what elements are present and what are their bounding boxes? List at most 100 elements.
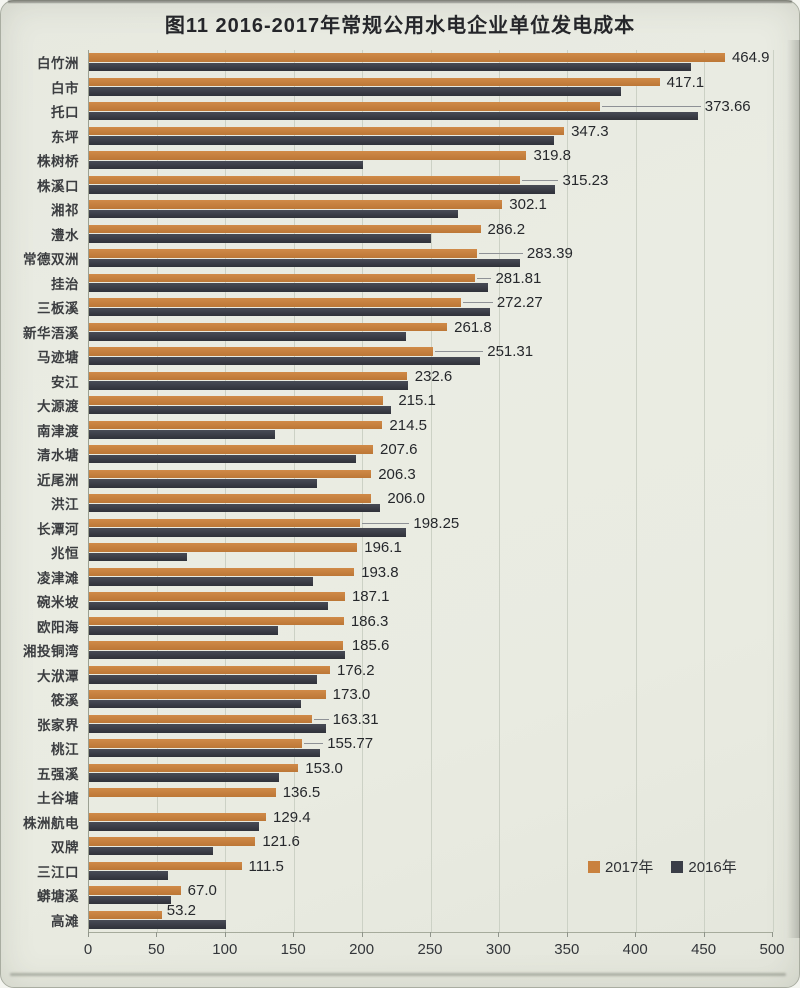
x-axis-tick	[772, 932, 773, 937]
label-leader-line	[463, 302, 493, 303]
category-label: 大洑潭	[37, 668, 79, 684]
x-tick-label: 150	[280, 941, 306, 958]
value-label: 251.31	[487, 343, 534, 360]
x-axis-tick	[156, 932, 158, 937]
category-label: 长潭河	[37, 521, 79, 537]
value-label: 53.2	[166, 901, 196, 919]
bar-2017	[89, 347, 433, 356]
x-axis-tick	[88, 932, 89, 937]
value-label: 283.39	[526, 245, 573, 262]
category-label: 兆恒	[51, 546, 79, 562]
category-label: 东坪	[51, 129, 79, 145]
bar-2017	[89, 126, 565, 135]
bar-2017	[89, 861, 242, 870]
value-label: 153.0	[305, 759, 343, 777]
bar-2017	[89, 641, 343, 650]
gridline	[704, 50, 706, 932]
bar-2016	[89, 724, 326, 733]
bar-2016	[89, 454, 356, 463]
value-label: 347.3	[571, 122, 609, 140]
category-label: 凌津滩	[37, 570, 79, 586]
x-axis-tick	[430, 932, 431, 937]
category-label: 土谷塘	[37, 791, 79, 807]
bar-2016	[89, 258, 520, 267]
bar-2016	[89, 528, 407, 537]
category-label: 五强溪	[37, 766, 79, 782]
bar-2017	[89, 298, 462, 307]
bar-2017	[89, 739, 303, 748]
bar-2017	[89, 812, 267, 821]
value-label: 464.9	[731, 49, 770, 66]
value-label: 206.3	[378, 465, 416, 483]
bar-2016	[89, 405, 392, 414]
gridline	[225, 50, 227, 932]
x-axis-tick	[498, 932, 500, 937]
bar-2016	[89, 773, 280, 782]
bar-2017	[89, 567, 355, 576]
bar-2016	[89, 185, 556, 194]
category-label: 白市	[51, 80, 79, 96]
category-label: 安江	[51, 374, 79, 390]
category-label: 南津渡	[37, 423, 79, 439]
category-label: 洪江	[51, 497, 79, 513]
legend-swatch-2017	[588, 860, 600, 873]
label-leader-line	[476, 277, 492, 279]
plot-area: 464.9 417.1 373.66 347.3 319.8 315.23 302.1 286…	[88, 49, 774, 933]
bar-2017	[89, 690, 326, 699]
category-label: 白竹洲	[37, 56, 79, 72]
bar-2017	[89, 837, 256, 846]
category-label: 张家界	[37, 717, 79, 733]
value-label: 417.1	[666, 73, 705, 91]
category-label: 桃江	[51, 742, 79, 758]
value-label: 186.3	[350, 612, 389, 630]
value-label: 129.4	[273, 808, 311, 826]
bar-2016	[89, 920, 226, 929]
bar-2017	[89, 910, 162, 919]
gridline	[293, 50, 295, 932]
x-tick-label: 50	[148, 941, 165, 958]
value-label: 315.23	[562, 171, 609, 189]
x-tick-label: 300	[485, 941, 511, 958]
label-leader-line	[522, 179, 559, 181]
category-label: 托口	[51, 105, 79, 121]
label-leader-line	[304, 743, 324, 744]
bar-2016	[89, 234, 431, 243]
value-label: 67.0	[187, 882, 217, 899]
bar-2016	[89, 577, 314, 586]
x-tick-label: 400	[622, 941, 648, 958]
legend-label: 2016年	[688, 859, 737, 876]
bar-2017	[89, 592, 345, 601]
value-label: 261.8	[454, 318, 492, 336]
bar-2016	[89, 675, 318, 684]
value-label: 176.2	[337, 661, 375, 679]
value-label: 215.1	[398, 392, 436, 409]
bar-2016	[89, 601, 329, 610]
x-tick-label: 100	[212, 941, 238, 958]
category-label: 常德双洲	[23, 252, 79, 268]
bar-2016	[89, 332, 407, 341]
bar-2016	[89, 62, 691, 71]
x-tick-label: 250	[417, 941, 443, 958]
bar-2016	[89, 111, 698, 120]
value-label: 302.1	[509, 196, 547, 213]
bar-2016	[89, 871, 169, 880]
bar-2017	[89, 53, 725, 62]
gridline	[772, 50, 774, 932]
label-leader-line	[434, 351, 484, 352]
bar-2016	[89, 822, 259, 831]
label-leader-line	[362, 522, 410, 524]
value-label: 111.5	[248, 857, 284, 875]
x-axis-tick	[293, 932, 295, 937]
bar-2016	[89, 87, 622, 96]
chart-title: 图11 2016-2017年常规公用水电企业单位发电成本	[164, 15, 636, 37]
value-label: 155.77	[327, 735, 374, 752]
bar-2017	[89, 396, 384, 405]
label-leader-line	[478, 253, 523, 254]
value-label: 136.5	[282, 784, 321, 801]
bar-2017	[89, 543, 358, 552]
bar-2016	[89, 748, 321, 757]
x-axis-tick	[635, 932, 637, 937]
category-label: 双牌	[51, 840, 79, 856]
bar-2016	[89, 895, 172, 904]
category-label: 清水塘	[37, 448, 79, 464]
